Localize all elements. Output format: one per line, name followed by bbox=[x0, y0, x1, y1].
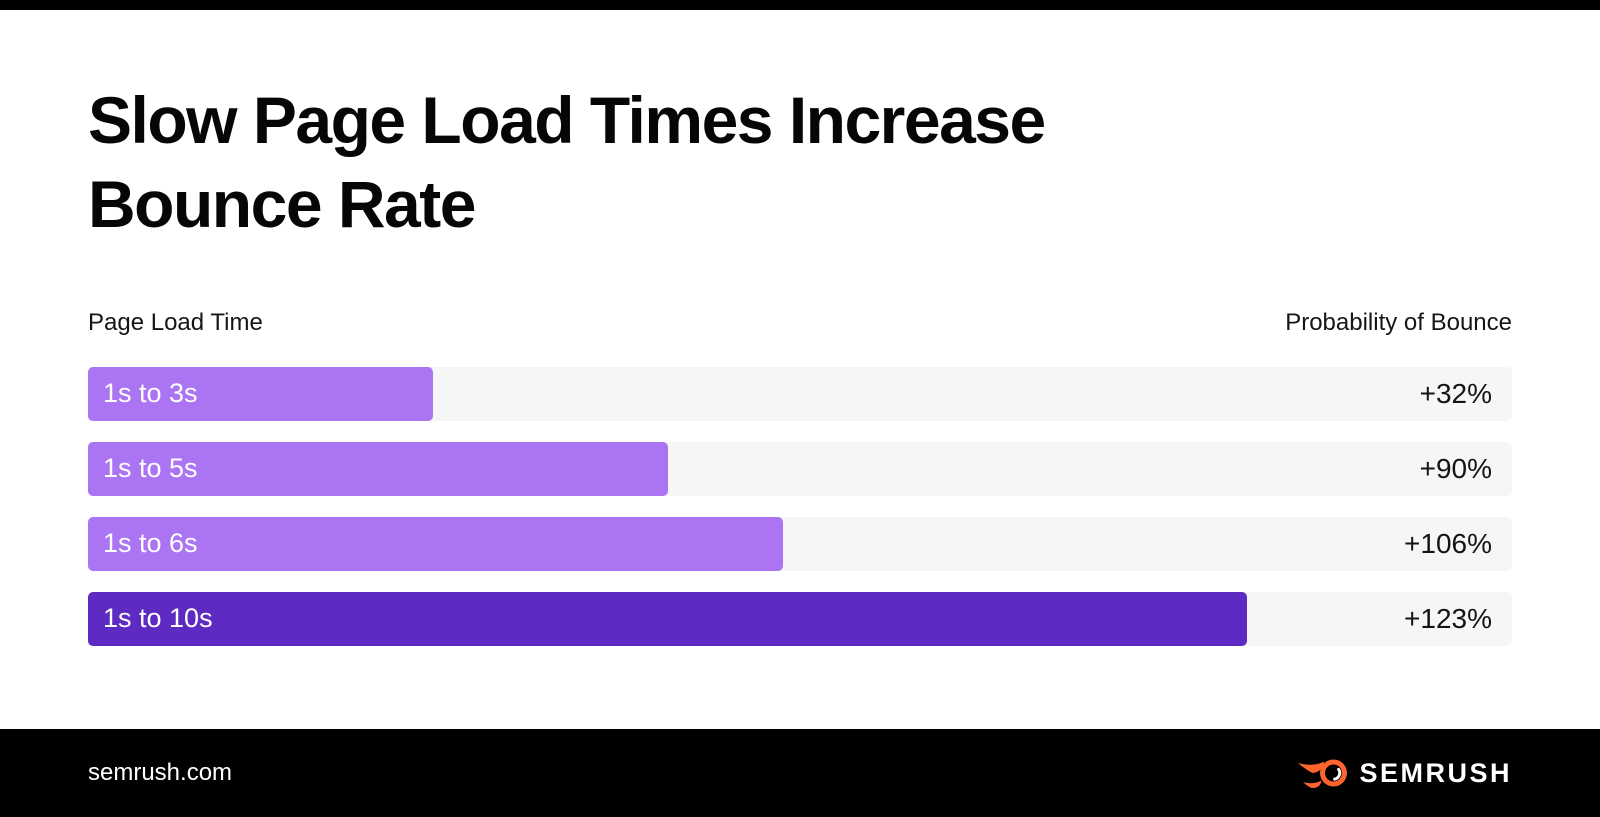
bar-chart: 1s to 3s +32% 1s to 5s +90% 1s to 6s +10… bbox=[88, 366, 1512, 646]
bar-fill: 1s to 10s bbox=[88, 591, 1248, 646]
bar-label: 1s to 3s bbox=[103, 378, 198, 409]
semrush-logo: SEMRUSH bbox=[1298, 756, 1512, 790]
bar-label: 1s to 5s bbox=[103, 453, 198, 484]
site-url: semrush.com bbox=[88, 759, 233, 786]
chart-header: Page Load Time Probability of Bounce bbox=[88, 309, 1512, 337]
bar-fill: 1s to 5s bbox=[88, 441, 668, 496]
bar-label: 1s to 10s bbox=[103, 603, 213, 634]
top-bar bbox=[0, 0, 1600, 10]
bar-value: +90% bbox=[1419, 452, 1492, 484]
bar-row: 1s to 5s +90% bbox=[88, 441, 1512, 496]
bar-label: 1s to 6s bbox=[103, 528, 198, 559]
footer: semrush.com SEMRUSH bbox=[0, 729, 1600, 817]
logo-wordmark: SEMRUSH bbox=[1359, 757, 1512, 788]
axis-label-probability-of-bounce: Probability of Bounce bbox=[1285, 308, 1512, 336]
bar-row: 1s to 6s +106% bbox=[88, 516, 1512, 571]
bar-fill: 1s to 3s bbox=[88, 366, 433, 421]
bar-value: +106% bbox=[1404, 527, 1492, 559]
axis-label-page-load-time: Page Load Time bbox=[88, 308, 263, 336]
page-title: Slow Page Load Times Increase Bounce Rat… bbox=[88, 83, 1046, 242]
bar-value: +123% bbox=[1404, 602, 1492, 634]
semrush-fireball-icon bbox=[1298, 759, 1348, 789]
bar-row: 1s to 10s +123% bbox=[88, 591, 1512, 646]
bar-value: +32% bbox=[1419, 377, 1492, 409]
chart-area: Slow Page Load Times Increase Bounce Rat… bbox=[88, 83, 1512, 646]
bar-fill: 1s to 6s bbox=[88, 516, 783, 571]
bar-row: 1s to 3s +32% bbox=[88, 366, 1512, 421]
